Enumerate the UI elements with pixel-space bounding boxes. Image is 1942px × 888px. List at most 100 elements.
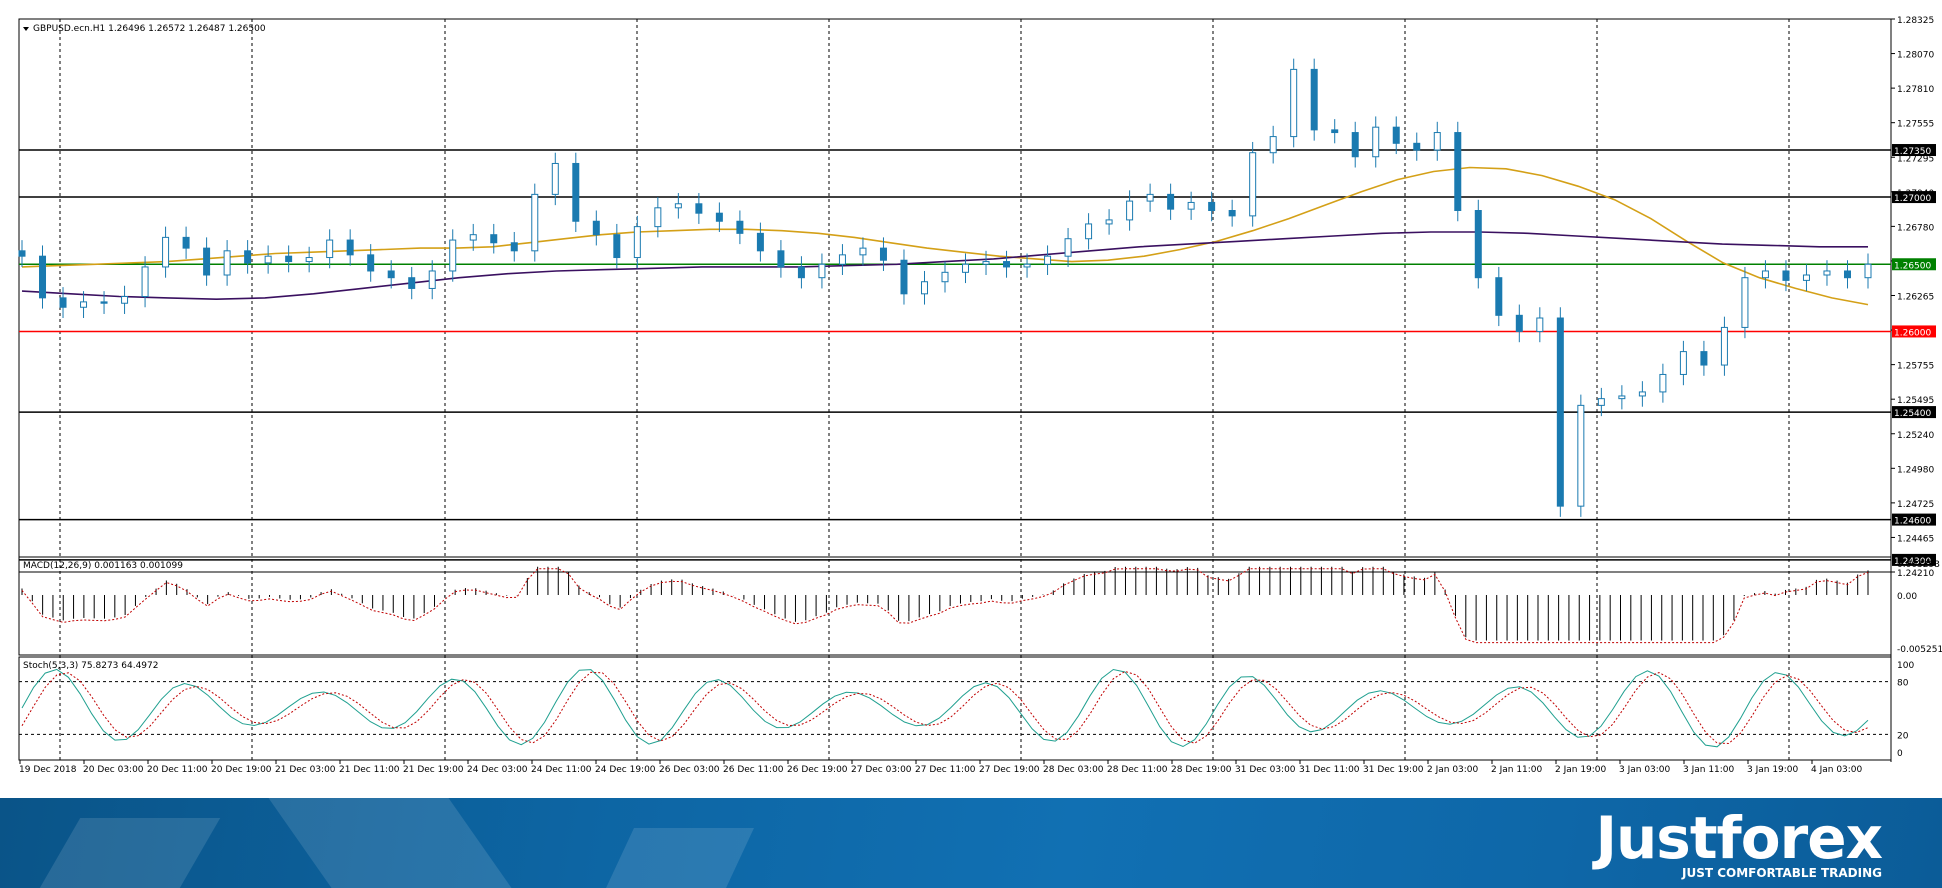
- candle-body: [1269, 136, 1277, 154]
- time-label: 26 Dec 11:00: [723, 765, 784, 775]
- candle-body: [674, 203, 682, 209]
- stoch-k-line: [21, 668, 1869, 748]
- candle-body: [1085, 223, 1093, 240]
- candle-body: [1474, 210, 1482, 279]
- stoch-axis: 100 80 20 0: [1897, 661, 1914, 759]
- banner-decoration: [606, 828, 754, 888]
- candle-body: [1761, 270, 1769, 279]
- candle-body: [1064, 238, 1072, 257]
- time-label: 24 Dec 03:00: [467, 765, 528, 775]
- time-label: 4 Jan 03:00: [1811, 765, 1863, 775]
- candle-body: [941, 271, 949, 283]
- dropdown-arrow-icon[interactable]: [23, 27, 29, 31]
- candle-body: [715, 212, 723, 222]
- candle-body: [1290, 68, 1298, 138]
- level-tag-text: 1.26000: [1894, 328, 1931, 338]
- time-label: 24 Dec 11:00: [531, 765, 592, 775]
- candle-body: [592, 220, 600, 236]
- level-tag-bg: [1892, 513, 1936, 526]
- candle-body: [1741, 277, 1749, 328]
- stoch-label: Stoch(5,3,3) 75.8273 64.4972: [23, 661, 158, 671]
- price-label: 1.26780: [1897, 223, 1934, 233]
- price-label: 1.25240: [1897, 431, 1934, 441]
- time-label: 28 Dec 19:00: [1171, 765, 1232, 775]
- chart-background: [0, 0, 1942, 798]
- time-label: 31 Dec 11:00: [1299, 765, 1360, 775]
- level-price-tags: 1.27350 1.27000 1.26500 1.26000 1.25400 1.246…: [1892, 144, 1936, 567]
- candle-body: [1003, 261, 1011, 268]
- candle-body: [756, 232, 764, 252]
- stoch-axis-label: 100: [1897, 661, 1914, 671]
- candle-body: [1495, 277, 1503, 316]
- candle-body: [203, 247, 211, 276]
- time-label: 28 Dec 03:00: [1043, 765, 1104, 775]
- candle-body: [551, 162, 559, 195]
- macd-axis-label: -0.005251: [1897, 645, 1942, 655]
- level-tag-text: 1.27350: [1894, 147, 1931, 157]
- brand-tagline: JUST COMFORTABLE TRADING: [1681, 866, 1882, 880]
- candle-body: [1597, 398, 1605, 406]
- candle-body: [900, 259, 908, 295]
- stoch-axis-label: 0: [1897, 749, 1903, 759]
- macd-axis-label: 0.003293: [1897, 560, 1940, 570]
- candle-body: [264, 255, 272, 264]
- time-label: 20 Dec 19:00: [211, 765, 272, 775]
- candle-body: [387, 270, 395, 279]
- candle-body: [1413, 142, 1421, 151]
- candle-body: [408, 277, 416, 289]
- time-label: 31 Dec 03:00: [1235, 765, 1296, 775]
- time-label: 26 Dec 03:00: [659, 765, 720, 775]
- time-label: 2 Jan 19:00: [1555, 765, 1607, 775]
- price-label: 1.24980: [1897, 465, 1934, 475]
- candle-body: [962, 263, 970, 273]
- price-label: 1.28070: [1897, 51, 1934, 61]
- level-tag-bg: [1892, 258, 1936, 271]
- gridlines: [59, 19, 1790, 762]
- candle-body: [1700, 351, 1708, 366]
- time-label: 20 Dec 03:00: [83, 765, 144, 775]
- candle-body: [859, 247, 867, 256]
- candle-body: [1577, 404, 1585, 507]
- candle-body: [162, 236, 170, 268]
- candle-body: [469, 234, 477, 241]
- candle-body: [1187, 201, 1195, 210]
- time-label: 21 Dec 03:00: [275, 765, 336, 775]
- time-label: 21 Dec 19:00: [403, 765, 464, 775]
- level-tag-bg: [1892, 325, 1936, 338]
- candle-body: [572, 162, 580, 222]
- macd-signal-line: [21, 568, 1869, 644]
- stoch-axis-label: 20: [1897, 731, 1909, 741]
- level-tag-text: 1.24600: [1894, 517, 1931, 527]
- candle-body: [1310, 68, 1318, 131]
- price-label: 1.25755: [1897, 362, 1934, 372]
- price-chart[interactable]: 1.28325 1.28070 1.27810 1.27555 1.27295 1.270…: [0, 0, 1942, 798]
- candle-body: [285, 255, 293, 263]
- candle-body: [654, 207, 662, 228]
- candle-body: [777, 250, 785, 268]
- banner-decoration: [39, 818, 221, 888]
- banner-decoration: [268, 798, 512, 888]
- macd-axis-label: 0.00: [1897, 592, 1917, 602]
- price-label: 1.28325: [1897, 16, 1934, 26]
- candle-body: [1372, 126, 1380, 158]
- candle-body: [244, 250, 252, 264]
- candle-body: [510, 242, 518, 252]
- time-label: 3 Jan 11:00: [1683, 765, 1735, 775]
- candlesticks: [18, 58, 1872, 517]
- price-label: 1.24465: [1897, 534, 1934, 544]
- candle-body: [797, 266, 805, 279]
- candle-body: [879, 247, 887, 261]
- candle-body: [1105, 219, 1113, 225]
- candle-body: [18, 250, 26, 257]
- candle-body: [1044, 255, 1052, 265]
- candle-body: [449, 239, 457, 272]
- candle-body: [367, 254, 375, 272]
- candle-body: [428, 270, 436, 289]
- price-label: 1.25495: [1897, 396, 1934, 406]
- candle-body: [39, 255, 47, 299]
- candle-body: [182, 236, 190, 249]
- candle-body: [59, 297, 67, 308]
- candle-body: [1536, 317, 1544, 332]
- level-tag-text: 1.26500: [1894, 261, 1931, 271]
- candle-body: [736, 220, 744, 234]
